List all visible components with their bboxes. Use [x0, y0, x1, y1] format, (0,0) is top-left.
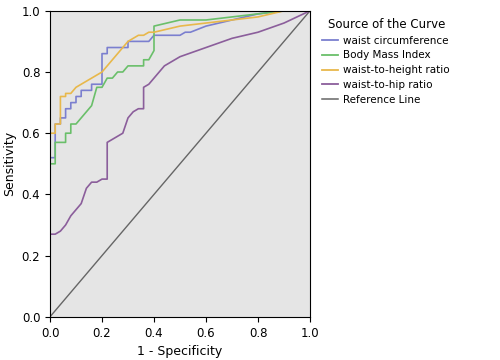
X-axis label: 1 - Specificity: 1 - Specificity: [138, 345, 222, 358]
Legend: waist circumference, Body Mass Index, waist-to-height ratio, waist-to-hip ratio,: waist circumference, Body Mass Index, wa…: [320, 16, 452, 107]
Y-axis label: Sensitivity: Sensitivity: [3, 131, 16, 196]
